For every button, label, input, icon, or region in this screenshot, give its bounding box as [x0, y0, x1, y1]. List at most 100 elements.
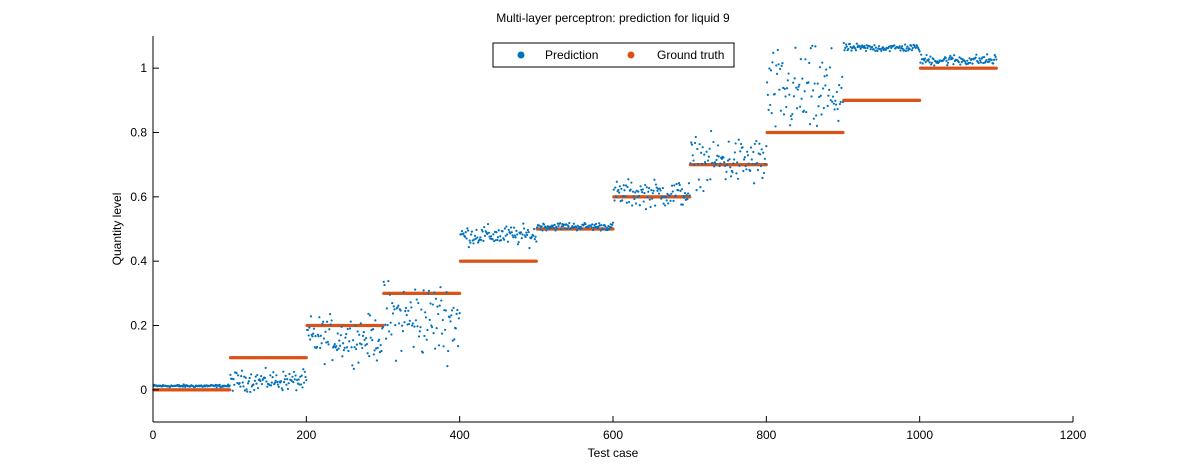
prediction-point — [985, 59, 988, 62]
prediction-point — [812, 89, 815, 92]
prediction-point — [240, 369, 244, 372]
prediction-point — [639, 185, 642, 188]
prediction-point — [821, 87, 825, 90]
prediction-point — [396, 306, 399, 309]
prediction-point — [993, 53, 996, 57]
prediction-point — [533, 238, 536, 241]
prediction-point — [388, 330, 391, 333]
prediction-point — [825, 74, 829, 77]
prediction-point — [804, 58, 807, 61]
prediction-point — [678, 183, 681, 187]
prediction-point — [665, 199, 668, 202]
prediction-point — [352, 367, 355, 370]
prediction-point — [953, 54, 956, 57]
legend-marker-prediction — [517, 51, 525, 59]
prediction-point — [433, 291, 436, 294]
prediction-point — [969, 61, 972, 64]
prediction-point — [400, 349, 403, 353]
prediction-point — [703, 160, 707, 164]
prediction-point — [814, 45, 817, 48]
prediction-point — [805, 111, 808, 114]
prediction-point — [655, 186, 658, 189]
prediction-point — [417, 301, 420, 305]
prediction-point — [704, 162, 707, 166]
y-tick-label: 0.8 — [130, 126, 147, 140]
prediction-point — [802, 109, 806, 112]
prediction-point — [872, 47, 875, 51]
prediction-point — [368, 314, 372, 317]
prediction-point — [244, 376, 247, 379]
prediction-point — [446, 365, 449, 368]
prediction-point — [258, 378, 261, 381]
prediction-point — [666, 192, 669, 196]
prediction-point — [360, 343, 363, 346]
prediction-point — [906, 45, 909, 48]
prediction-point — [407, 322, 411, 326]
prediction-point — [239, 385, 242, 388]
prediction-point — [808, 122, 812, 126]
prediction-point — [974, 56, 977, 59]
prediction-point — [819, 94, 822, 97]
prediction-point — [260, 382, 263, 386]
prediction-point — [644, 208, 648, 211]
prediction-point — [233, 383, 236, 386]
prediction-point — [712, 140, 715, 144]
legend-label-prediction: Prediction — [545, 48, 598, 62]
prediction-point — [397, 304, 400, 307]
prediction-point — [828, 66, 832, 69]
prediction-point — [355, 343, 359, 346]
prediction-point — [444, 328, 447, 331]
prediction-point — [700, 162, 704, 165]
prediction-point — [781, 62, 784, 65]
x-tick-label: 800 — [756, 428, 776, 442]
prediction-point — [687, 192, 690, 195]
prediction-point — [850, 49, 853, 52]
prediction-point — [545, 227, 549, 230]
x-tick-label: 0 — [150, 428, 157, 442]
prediction-point — [526, 228, 530, 232]
prediction-point — [843, 49, 846, 52]
prediction-point — [744, 164, 747, 168]
prediction-point — [672, 199, 675, 202]
prediction-point — [371, 328, 375, 331]
prediction-point — [299, 375, 302, 378]
prediction-point — [718, 164, 721, 168]
prediction-point — [679, 189, 682, 193]
prediction-point — [503, 238, 506, 241]
prediction-point — [253, 379, 257, 382]
prediction-point — [391, 301, 394, 305]
prediction-point — [840, 86, 843, 89]
prediction-point — [611, 221, 615, 224]
prediction-point — [536, 226, 539, 229]
prediction-point — [524, 235, 527, 239]
prediction-point — [624, 184, 628, 187]
prediction-point — [452, 306, 455, 309]
prediction-point — [329, 313, 332, 316]
prediction-point — [966, 59, 969, 62]
prediction-point — [762, 151, 765, 154]
prediction-point — [723, 161, 726, 164]
prediction-point — [361, 334, 365, 338]
prediction-point — [794, 46, 797, 49]
prediction-point — [621, 199, 624, 202]
legend-box — [492, 42, 735, 68]
prediction-point — [429, 302, 432, 305]
prediction-point — [358, 333, 361, 336]
prediction-point — [625, 201, 628, 204]
prediction-point — [841, 100, 845, 104]
prediction-point — [249, 390, 252, 394]
prediction-point — [706, 159, 710, 162]
prediction-point — [303, 370, 306, 373]
prediction-point — [925, 53, 928, 57]
prediction-point — [726, 159, 730, 162]
prediction-point — [304, 375, 307, 379]
prediction-point — [817, 105, 820, 108]
prediction-point — [314, 334, 317, 338]
prediction-point — [914, 46, 917, 49]
prediction-point — [512, 236, 515, 239]
chart-title: Multi-layer perceptron: prediction for l… — [496, 11, 730, 25]
prediction-point — [410, 306, 413, 309]
prediction-point — [823, 75, 826, 78]
prediction-point — [796, 88, 799, 91]
prediction-point — [470, 230, 474, 233]
